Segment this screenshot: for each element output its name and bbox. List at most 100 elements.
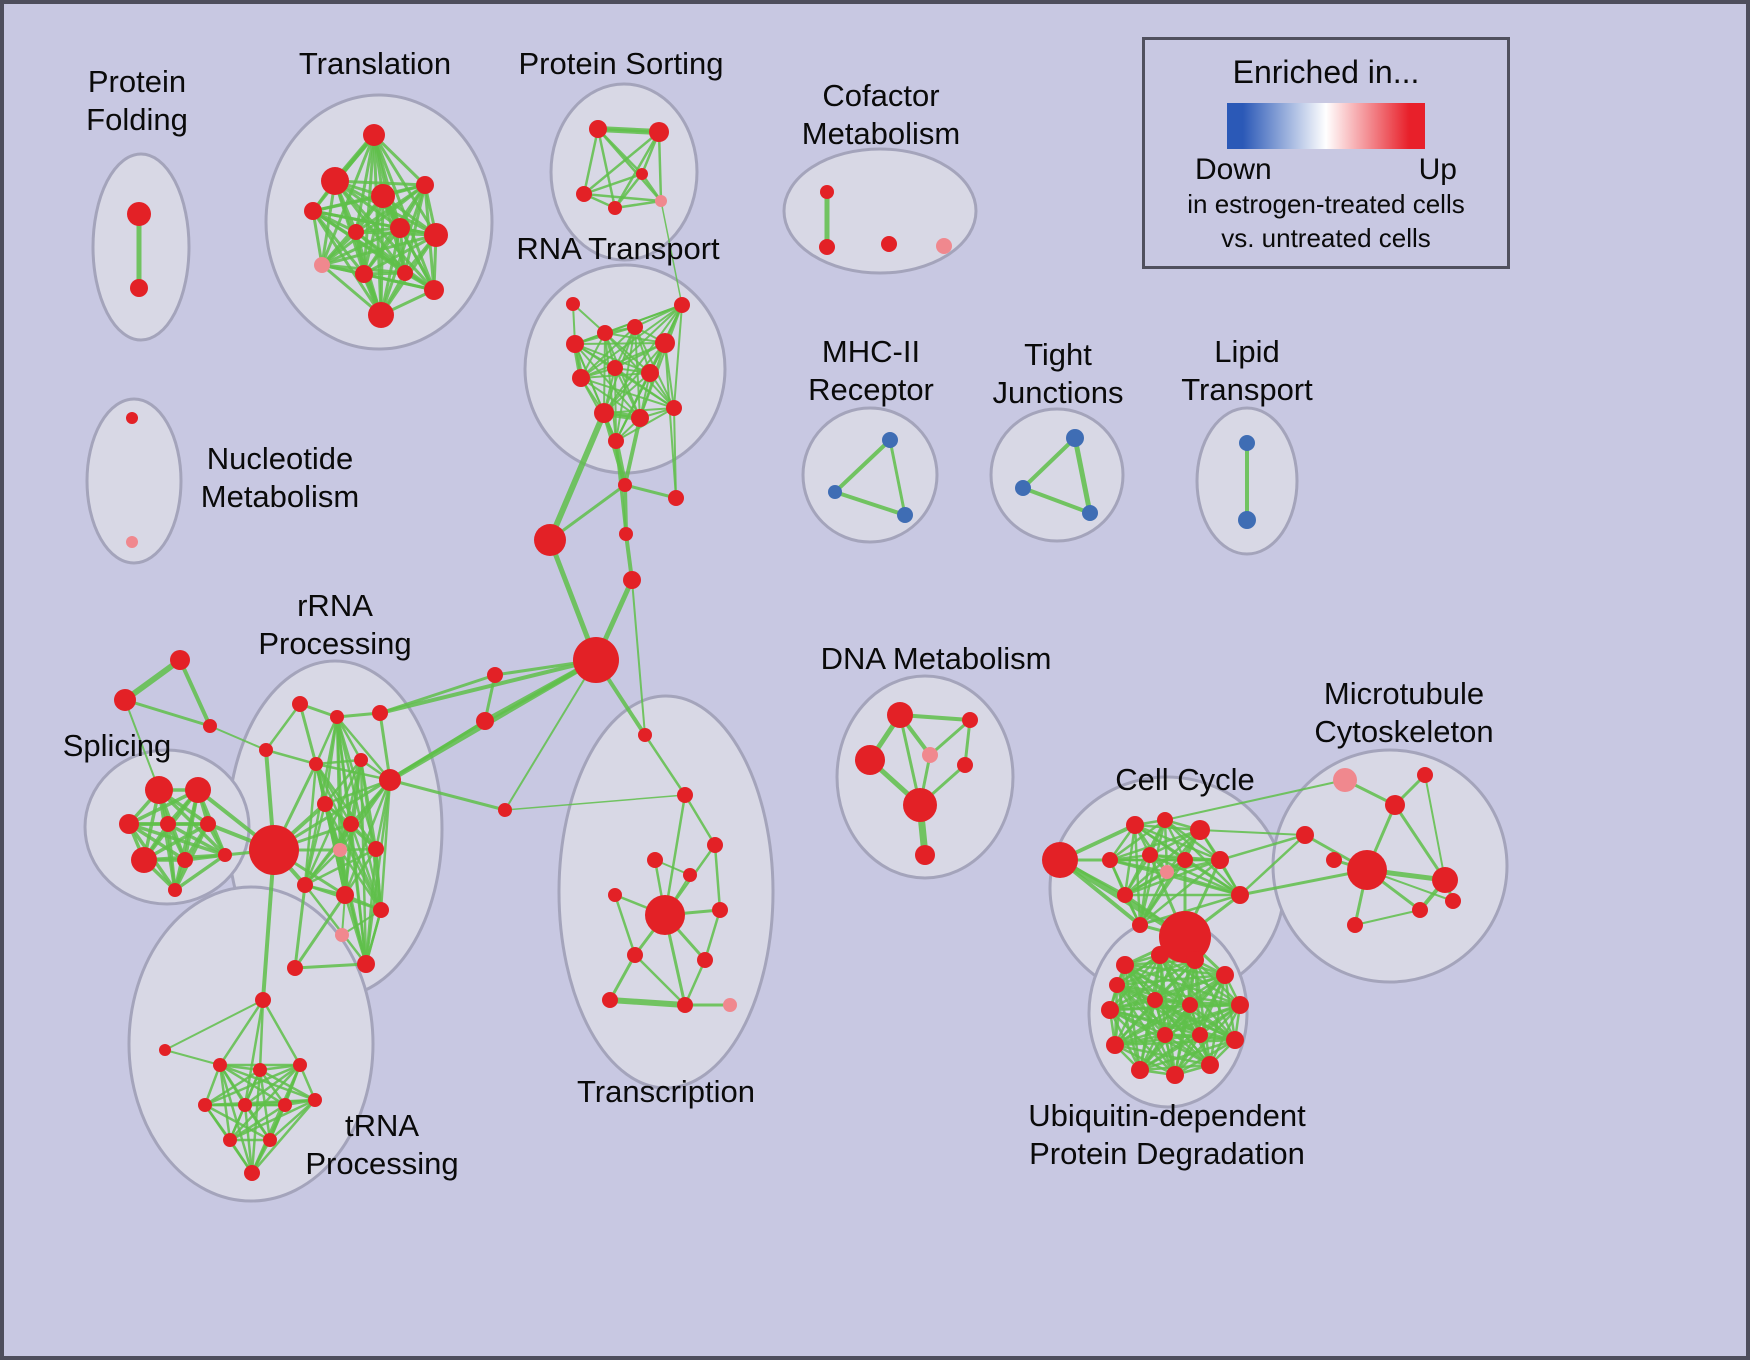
network-edge — [303, 883, 368, 966]
network-edge — [613, 199, 663, 210]
network-edge — [203, 1063, 302, 1107]
network-node-tl4 — [371, 184, 395, 208]
network-edge — [634, 326, 641, 419]
network-edge — [1393, 803, 1447, 882]
network-edge — [378, 711, 392, 782]
network-edge — [582, 172, 644, 196]
network-node-tc13 — [723, 998, 737, 1012]
network-node-tr8 — [278, 1098, 292, 1112]
network-edge — [1424, 774, 1446, 881]
cluster-label-cofactor-metabolism: Cofactor — [822, 78, 939, 113]
network-node-lt2 — [1238, 511, 1256, 529]
network-edge — [1115, 983, 1177, 1077]
network-node-ps2 — [649, 122, 669, 142]
network-node-tr2 — [159, 1044, 171, 1056]
network-edge — [1115, 958, 1197, 987]
cluster-label-rna-transport: RNA Transport — [516, 231, 720, 266]
network-node-dm5 — [957, 757, 973, 773]
network-node-rp7 — [379, 769, 401, 791]
network-node-rp14 — [336, 886, 354, 904]
network-edge — [547, 410, 607, 543]
network-node-cf1 — [820, 185, 834, 199]
cluster-ellipse-tight-junctions — [989, 407, 1125, 543]
network-edge — [323, 758, 363, 806]
network-node-cchub — [1159, 911, 1211, 963]
network-node-rp17 — [287, 960, 303, 976]
network-node-rt8 — [641, 364, 659, 382]
network-node-rt5 — [674, 297, 690, 313]
network-node-tl6 — [348, 224, 364, 240]
network-node-rp12 — [368, 841, 384, 857]
network-node-cc1 — [1042, 842, 1078, 878]
network-edge — [1354, 909, 1421, 926]
network-node-tl10 — [355, 265, 373, 283]
network-node-cf3 — [881, 236, 897, 252]
network-node-cn3 — [534, 524, 566, 556]
network-edge — [1108, 1003, 1192, 1012]
legend-up-label: Up — [1418, 153, 1457, 186]
network-edge — [218, 998, 265, 1067]
network-node-dm3 — [855, 745, 885, 775]
legend-gradient-bar — [1227, 103, 1425, 149]
network-node-ps1 — [589, 120, 607, 138]
legend: Enriched in... Down Up in estrogen-treat… — [1142, 37, 1510, 269]
legend-down-label: Down — [1195, 153, 1272, 186]
network-edge — [582, 130, 661, 196]
network-edge — [683, 958, 707, 1007]
network-node-cc4 — [1190, 820, 1210, 840]
network-node-ub7 — [1201, 1056, 1219, 1074]
network-node-rp10 — [343, 816, 359, 832]
cluster-label-lipid-transport: Transport — [1181, 372, 1313, 407]
network-node-tl2 — [321, 167, 349, 195]
network-edge — [504, 794, 686, 811]
network-edge — [613, 130, 661, 210]
network-edge — [657, 130, 663, 203]
network-edge — [209, 725, 267, 751]
network-node-sl8 — [218, 848, 232, 862]
network-node-mt9 — [1347, 917, 1363, 933]
network-node-tl5 — [416, 176, 434, 194]
network-node-ps3 — [576, 186, 592, 202]
network-edge — [314, 762, 392, 782]
network-edge — [343, 778, 392, 897]
network-edge — [335, 715, 363, 762]
network-node-tc3 — [707, 837, 723, 853]
network-edge — [1163, 1033, 1212, 1067]
legend-ends-row: Down Up — [1195, 153, 1457, 187]
network-edge — [372, 133, 427, 187]
network-node-lt1 — [1239, 435, 1255, 451]
network-edge — [582, 127, 600, 196]
network-node-tr5 — [293, 1058, 307, 1072]
network-edge — [228, 1098, 317, 1142]
network-edge — [623, 416, 642, 487]
network-node-tr1 — [255, 992, 271, 1008]
network-edge — [320, 233, 438, 267]
network-node-rt12 — [608, 433, 624, 449]
network-edge — [574, 342, 666, 345]
network-edge — [178, 658, 212, 728]
network-node-ps6 — [636, 168, 648, 180]
network-node-cc12 — [1132, 917, 1148, 933]
network-edge — [1113, 1043, 1177, 1077]
network-node-ub5 — [1231, 996, 1249, 1014]
network-edge — [261, 848, 276, 1002]
cluster-ellipse-trna-processing — [127, 885, 375, 1203]
cluster-label-microtubule-cytoskeleton: Cytoskeleton — [1314, 714, 1493, 749]
network-node-rp1 — [292, 696, 308, 712]
network-node-hub — [573, 637, 619, 683]
network-edge — [1238, 833, 1307, 897]
network-node-mt2 — [1385, 795, 1405, 815]
cluster-ellipse-mhc-ii-receptor — [801, 406, 939, 544]
network-node-mt3 — [1417, 767, 1433, 783]
network-edge — [1153, 998, 1202, 1037]
network-edge — [349, 822, 383, 912]
network-edge — [1148, 853, 1242, 897]
network-edge — [293, 883, 307, 970]
network-node-sp_t3 — [203, 719, 217, 733]
network-node-tj1 — [1066, 429, 1084, 447]
cluster-label-translation: Translation — [299, 46, 451, 81]
network-edge — [1238, 868, 1369, 897]
network-node-rp11 — [333, 843, 347, 857]
network-edge — [228, 1103, 287, 1142]
network-edge — [614, 367, 675, 409]
